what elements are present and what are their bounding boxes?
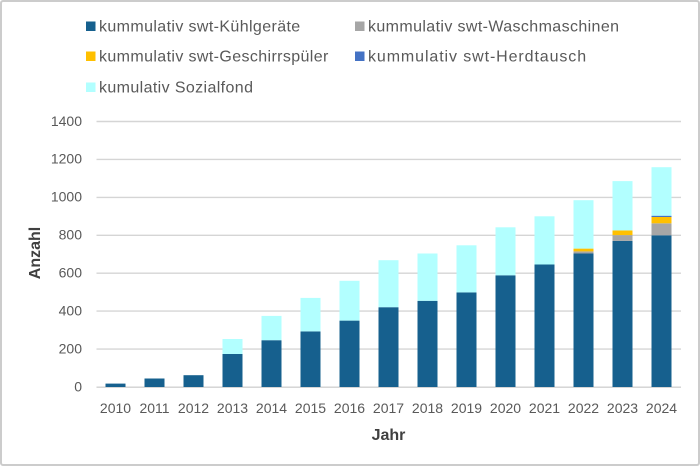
svg-text:2018: 2018 — [412, 400, 443, 416]
svg-text:1000: 1000 — [51, 189, 82, 205]
svg-text:Anzahl: Anzahl — [27, 227, 44, 279]
svg-text:2017: 2017 — [373, 400, 404, 416]
svg-text:2022: 2022 — [568, 400, 599, 416]
svg-text:800: 800 — [59, 227, 83, 243]
svg-text:0: 0 — [74, 379, 82, 395]
svg-text:2024: 2024 — [646, 400, 677, 416]
svg-text:kummulativ swt-Waschmaschinen: kummulativ swt-Waschmaschinen — [368, 19, 619, 36]
svg-text:200: 200 — [59, 340, 83, 356]
svg-text:2020: 2020 — [490, 400, 521, 416]
svg-text:2016: 2016 — [334, 400, 365, 416]
svg-text:600: 600 — [59, 265, 83, 281]
svg-text:2011: 2011 — [139, 400, 169, 416]
svg-text:2023: 2023 — [607, 400, 638, 416]
svg-text:1200: 1200 — [51, 151, 82, 167]
svg-text:2010: 2010 — [100, 400, 131, 416]
svg-text:2012: 2012 — [178, 400, 209, 416]
svg-text:2013: 2013 — [217, 400, 248, 416]
svg-text:2015: 2015 — [295, 400, 326, 416]
svg-text:1400: 1400 — [51, 113, 82, 129]
svg-text:kumulativ Sozialfond: kumulativ Sozialfond — [99, 80, 253, 97]
svg-text:kummulativ swt-Herdtausch: kummulativ swt-Herdtausch — [368, 49, 587, 66]
svg-text:2014: 2014 — [256, 400, 287, 416]
svg-text:kummulativ swt-Kühlgeräte: kummulativ swt-Kühlgeräte — [99, 19, 301, 36]
svg-text:400: 400 — [59, 302, 83, 318]
svg-text:kummulativ swt-Geschirrspüler: kummulativ swt-Geschirrspüler — [99, 49, 329, 66]
svg-text:2021: 2021 — [529, 400, 560, 416]
svg-text:2019: 2019 — [451, 400, 482, 416]
svg-text:Jahr: Jahr — [372, 427, 406, 444]
